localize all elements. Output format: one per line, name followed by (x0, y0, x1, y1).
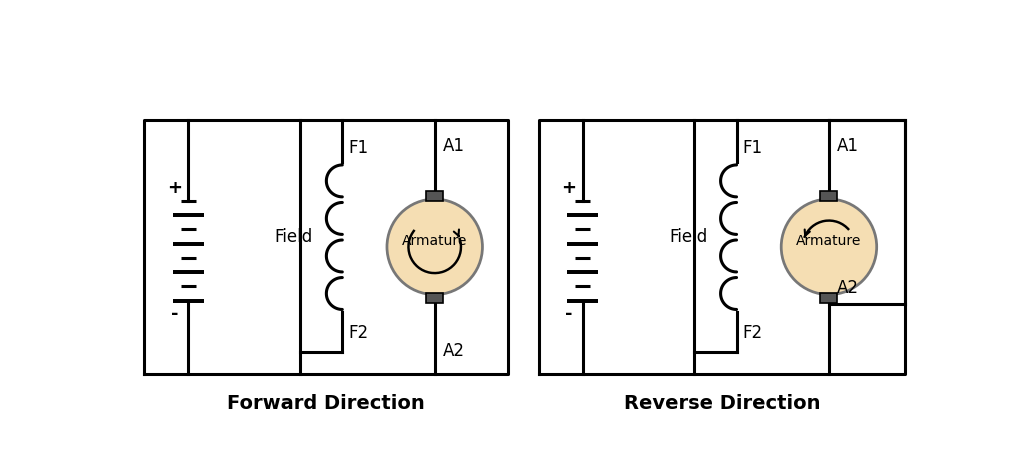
Text: F1: F1 (742, 139, 763, 157)
Circle shape (781, 199, 877, 295)
FancyBboxPatch shape (820, 191, 838, 201)
Text: Reverse Direction: Reverse Direction (624, 394, 820, 413)
Text: F2: F2 (348, 324, 369, 342)
Text: Field: Field (274, 228, 313, 246)
FancyBboxPatch shape (426, 191, 443, 201)
Text: -: - (565, 304, 572, 322)
Text: -: - (171, 304, 178, 322)
Text: +: + (167, 179, 182, 197)
FancyBboxPatch shape (426, 293, 443, 303)
Text: A1: A1 (442, 137, 465, 155)
Text: A2: A2 (442, 342, 465, 360)
Text: F2: F2 (742, 324, 763, 342)
Text: Armature: Armature (402, 234, 467, 248)
Text: A2: A2 (837, 279, 859, 297)
FancyBboxPatch shape (820, 293, 838, 303)
Circle shape (387, 199, 482, 295)
Text: Field: Field (669, 228, 708, 246)
Text: F1: F1 (348, 139, 369, 157)
Text: A1: A1 (837, 137, 859, 155)
Text: +: + (561, 179, 577, 197)
Text: Armature: Armature (797, 234, 861, 248)
Text: Forward Direction: Forward Direction (227, 394, 425, 413)
